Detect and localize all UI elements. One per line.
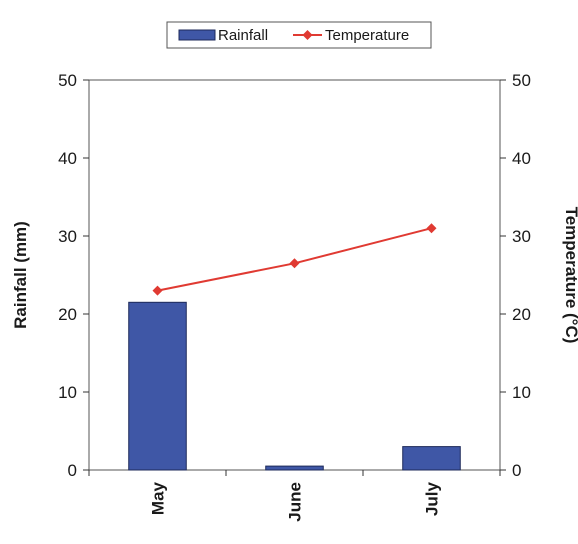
y-tick-label: 0: [68, 461, 77, 480]
temperature-point: [289, 258, 300, 269]
legend: Rainfall Temperature: [166, 21, 432, 49]
legend-rainfall-label: Rainfall: [218, 27, 268, 44]
bars: [128, 301, 461, 471]
y2-tick-label: 40: [512, 149, 531, 168]
left-axis: 0 10 20 30 40 50: [58, 71, 89, 480]
y-tick-label: 40: [58, 149, 77, 168]
y2-tick-label: 0: [512, 461, 521, 480]
y-tick-label: 20: [58, 305, 77, 324]
temperature-series: [152, 223, 437, 296]
category-axis: May June July: [88, 470, 501, 522]
x-category-label: May: [149, 481, 168, 515]
y2-tick-label: 10: [512, 383, 531, 402]
y-axis-title: Rainfall (mm): [11, 221, 30, 329]
legend-temperature-marker: [302, 30, 313, 40]
right-axis: 0 10 20 30 40 50: [500, 71, 531, 480]
y-tick-label: 30: [58, 227, 77, 246]
legend-temperature-label: Temperature: [325, 27, 409, 44]
y2-tick-label: 50: [512, 71, 531, 90]
y-tick-label: 50: [58, 71, 77, 90]
rainfall-bar: [402, 446, 461, 471]
rainfall-bar: [128, 301, 187, 471]
legend-rainfall-swatch: [178, 29, 216, 41]
y2-axis-title: Temperature (°C): [562, 207, 578, 344]
temperature-point: [426, 223, 437, 234]
x-category-label: June: [286, 482, 305, 522]
y-tick-label: 10: [58, 383, 77, 402]
y2-tick-label: 30: [512, 227, 531, 246]
rainfall-bar: [265, 465, 324, 471]
y2-tick-label: 20: [512, 305, 531, 324]
temperature-point: [152, 285, 163, 296]
x-category-label: July: [423, 481, 442, 516]
